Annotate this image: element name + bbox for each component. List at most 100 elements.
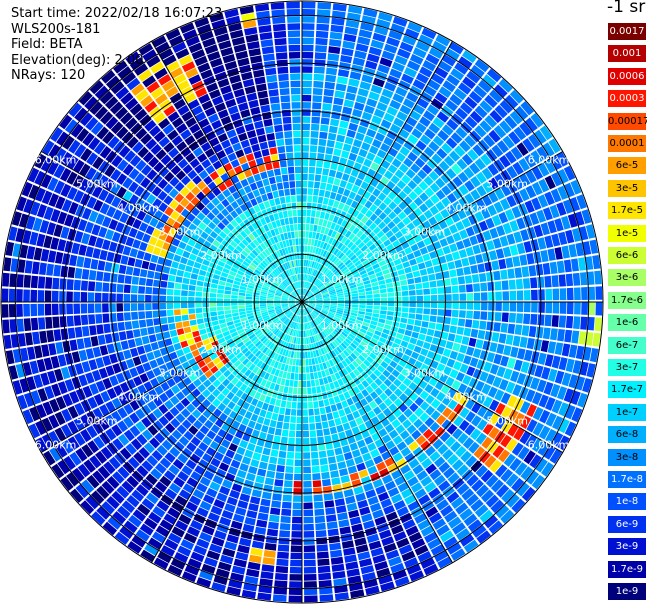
radar-gate [373,217,382,226]
radar-gate [257,385,265,393]
radar-gate [276,421,283,429]
radar-gate [316,544,329,552]
radar-gate [302,188,308,195]
radar-gate [202,307,210,313]
radar-gate [239,212,247,221]
radar-gate [318,400,325,408]
radar-gate [401,285,409,291]
radar-gate [206,202,215,211]
radar-gate [277,544,290,552]
radar-gate [235,551,249,561]
radar-gate [194,354,203,363]
radar-gate [408,313,416,319]
radar-gate [246,510,258,519]
radar-gate [308,231,313,239]
radar-gate [507,395,518,408]
radar-gate [287,269,292,276]
radar-gate [498,449,511,463]
radar-gate [424,187,435,198]
radar-gate [323,329,329,336]
radar-gate [376,230,385,239]
radar-gate [523,302,531,313]
radar-gate [402,216,411,226]
radar-gate [200,245,209,254]
radar-gate [276,204,282,212]
radar-gate [88,210,99,223]
radar-gate [413,345,422,354]
radar-gate [143,252,152,262]
radar-gate [189,279,197,286]
radar-gate [302,309,305,316]
radar-gate [316,263,321,270]
radar-gate [143,213,153,224]
radar-gate [308,304,315,307]
radar-gate [362,236,371,244]
radar-gate [219,323,227,329]
radar-gate [64,214,74,227]
radar-gate [282,210,288,218]
radar-gate [451,251,461,261]
radar-gate [226,586,241,596]
radar-gate [455,528,471,541]
radar-gate [299,281,302,288]
radar-gate [54,148,67,163]
radar-gate [302,395,308,402]
radar-gate [284,349,289,357]
radar-gate [315,318,321,324]
radar-gate [51,290,59,302]
radar-gate [263,155,272,164]
radar-gate [94,292,102,302]
radar-gate [155,221,165,231]
radar-gate [385,319,393,326]
radar-gate [23,318,32,332]
radar-gate [113,342,122,352]
radar-gate [197,180,207,191]
radar-gate [288,298,296,301]
radar-gate [346,85,358,94]
radar-gate [319,241,325,249]
radar-gate [283,232,289,240]
radar-gate [262,260,269,267]
radar-gate [100,111,114,125]
radar-gate [188,302,195,308]
radar-gate [344,166,353,175]
radar-gate [410,482,423,493]
radar-gate [57,354,67,367]
radar-gate [284,326,289,334]
radar-gate [87,440,100,454]
radar-gate [403,140,415,151]
radar-gate [291,94,301,102]
radar-gate [195,286,203,292]
radar-gate [79,178,91,192]
radar-gate [580,272,588,286]
radar-gate [321,370,327,378]
radar-gate [315,364,321,372]
radar-gate [113,385,124,396]
radar-gate [324,500,335,508]
radar-gate [298,330,301,338]
radar-gate [314,508,325,516]
radar-gate [225,204,234,213]
radar-gate [154,385,164,396]
radar-gate [331,111,341,120]
radar-gate [426,328,435,337]
radar-gate [412,464,424,475]
radar-gate [159,295,166,302]
radar-gate [449,350,459,360]
radar-gate [463,355,472,365]
radar-gate [297,216,302,224]
radar-gate [181,447,193,458]
radar-gate [310,444,318,452]
radar-gate [328,46,341,54]
radar-gate [273,269,280,276]
radar-gate [450,113,464,126]
radar-gate [228,256,236,263]
radar-gate [168,35,184,47]
radar-gate [243,209,252,218]
radar-gate [260,273,267,279]
radar-gate [508,131,521,145]
radar-gate [159,310,167,317]
radar-gate [285,310,291,316]
radar-gate [367,442,377,452]
radar-gate [73,303,81,314]
